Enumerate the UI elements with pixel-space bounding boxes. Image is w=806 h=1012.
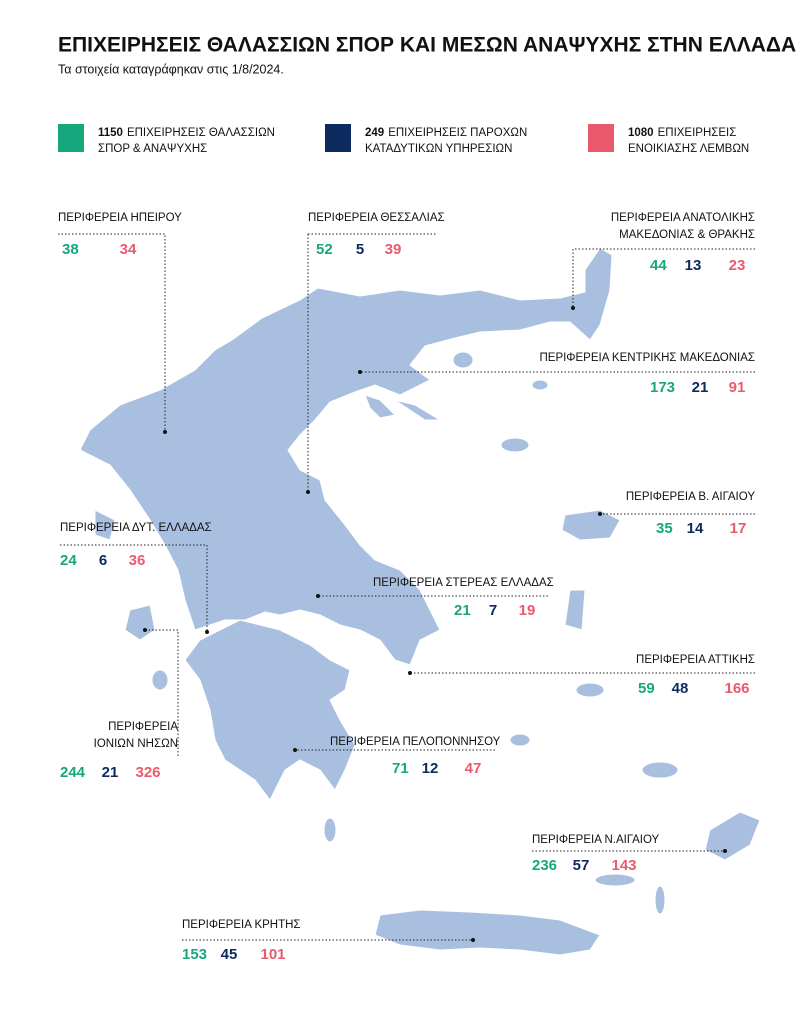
legend-text: 1150 ΕΠΙΧΕΙΡΗΣΕΙΣ ΘΑΛΑΣΣΙΩΝ bbox=[98, 127, 275, 139]
subtitle: Τα στοιχεία καταγράφηκαν στις 1/8/2024. bbox=[58, 62, 284, 76]
region-dot bbox=[358, 370, 362, 374]
region-name: ΠΕΡΙΦΕΡΕΙΑ Ν.ΑΙΓΑΙΟΥ bbox=[532, 834, 660, 846]
region-value: 21 bbox=[454, 602, 471, 619]
region-dot bbox=[408, 671, 412, 675]
region-name: ΙΟΝΙΩΝ ΝΗΣΩΝ bbox=[94, 738, 178, 750]
region-value: 23 bbox=[729, 257, 746, 274]
legend-label: ΕΠΙΧΕΙΡΗΣΕΙΣ bbox=[658, 127, 737, 139]
region-value: 143 bbox=[611, 857, 636, 874]
region-name: ΠΕΡΙΦΕΡΕΙΑ bbox=[108, 721, 178, 733]
legend-swatch bbox=[588, 124, 614, 152]
region-value: 47 bbox=[465, 760, 482, 777]
region-value: 36 bbox=[129, 552, 146, 569]
region-value: 19 bbox=[519, 602, 536, 619]
leader-line bbox=[572, 248, 755, 308]
region-name: ΠΕΡΙΦΕΡΕΙΑ ΠΕΛΟΠΟΝΝΗΣΟΥ bbox=[330, 736, 501, 748]
region-value: 91 bbox=[729, 379, 746, 396]
region-dot bbox=[163, 430, 167, 434]
region-value: 35 bbox=[656, 520, 673, 537]
region-value: 24 bbox=[60, 552, 77, 569]
legend-label: ΕΝΟΙΚΙΑΣΗΣ ΛΕΜΒΩΝ bbox=[628, 143, 749, 155]
region-value: 12 bbox=[422, 760, 439, 777]
region-dot bbox=[306, 490, 310, 494]
legend-count: 249 bbox=[365, 127, 384, 139]
legend-text: 1080 ΕΠΙΧΕΙΡΗΣΕΙΣ bbox=[628, 127, 736, 139]
region-value: 39 bbox=[385, 241, 402, 258]
region-value: 236 bbox=[532, 857, 557, 874]
region-value: 48 bbox=[672, 680, 689, 697]
region-value: 5 bbox=[356, 241, 364, 258]
region-dot bbox=[205, 630, 209, 634]
region-value: 71 bbox=[392, 760, 409, 777]
region-value: 52 bbox=[316, 241, 333, 258]
region-dot bbox=[471, 938, 475, 942]
legend-count: 1150 bbox=[98, 127, 123, 139]
legend-label: ΕΠΙΧΕΙΡΗΣΕΙΣ ΠΑΡΟΧΩΝ bbox=[388, 127, 527, 139]
region-name: ΠΕΡΙΦΕΡΕΙΑ ΑΤΤΙΚΗΣ bbox=[636, 654, 755, 666]
region-name: ΠΕΡΙΦΕΡΕΙΑ Β. ΑΙΓΑΙΟΥ bbox=[626, 491, 755, 503]
region-dot bbox=[723, 849, 727, 853]
map bbox=[79, 247, 761, 956]
region-name: ΠΕΡΙΦΕΡΕΙΑ ΚΡΗΤΗΣ bbox=[182, 919, 301, 931]
leader-line bbox=[58, 233, 166, 432]
region-value: 153 bbox=[182, 946, 207, 963]
region-value: 59 bbox=[638, 680, 655, 697]
region-value: 21 bbox=[692, 379, 709, 396]
region-dot bbox=[293, 748, 297, 752]
leader-line bbox=[60, 544, 208, 632]
legend-count: 1080 bbox=[628, 127, 654, 139]
region-value: 57 bbox=[573, 857, 590, 874]
leader-line bbox=[307, 233, 437, 492]
region-value: 34 bbox=[120, 241, 137, 258]
legend-swatch bbox=[325, 124, 351, 152]
region-name: ΜΑΚΕΔΟΝΙΑΣ & ΘΡΑΚΗΣ bbox=[619, 229, 755, 241]
region-name: ΠΕΡΙΦΕΡΕΙΑ ΑΝΑΤΟΛΙΚΗΣ bbox=[611, 212, 755, 224]
region-dot bbox=[316, 594, 320, 598]
region-value: 38 bbox=[62, 241, 79, 258]
region-value: 173 bbox=[650, 379, 675, 396]
region-value: 45 bbox=[221, 946, 238, 963]
legend-label: ΕΠΙΧΕΙΡΗΣΕΙΣ ΘΑΛΑΣΣΙΩΝ bbox=[127, 127, 275, 139]
title: ΕΠΙΧΕΙΡΗΣΕΙΣ ΘΑΛΑΣΣΙΩΝ ΣΠΟΡ ΚΑΙ ΜΕΣΩΝ ΑΝ… bbox=[58, 34, 796, 57]
region-name: ΠΕΡΙΦΕΡΕΙΑ ΚΕΝΤΡΙΚΗΣ ΜΑΚΕΔΟΝΙΑΣ bbox=[539, 352, 755, 364]
region-dot bbox=[143, 628, 147, 632]
region-value: 17 bbox=[730, 520, 747, 537]
region-name: ΠΕΡΙΦΕΡΕΙΑ ΗΠΕΙΡΟΥ bbox=[58, 212, 182, 224]
region-value: 326 bbox=[135, 764, 160, 781]
region-value: 166 bbox=[724, 680, 749, 697]
legend-text: 249 ΕΠΙΧΕΙΡΗΣΕΙΣ ΠΑΡΟΧΩΝ bbox=[365, 127, 527, 139]
region-value: 21 bbox=[102, 764, 119, 781]
region-name: ΠΕΡΙΦΕΡΕΙΑ ΔΥΤ. ΕΛΛΑΔΑΣ bbox=[60, 522, 212, 534]
region-value: 44 bbox=[650, 257, 667, 274]
region-value: 101 bbox=[260, 946, 285, 963]
region-value: 14 bbox=[687, 520, 704, 537]
region-value: 13 bbox=[685, 257, 702, 274]
legend-swatch bbox=[58, 124, 84, 152]
region-value: 7 bbox=[489, 602, 497, 619]
region-dot bbox=[571, 306, 575, 310]
leader-line bbox=[145, 629, 179, 756]
legend-label: ΚΑΤΑΔΥΤΙΚΩΝ ΥΠΗΡΕΣΙΩΝ bbox=[365, 143, 512, 155]
region-name: ΠΕΡΙΦΕΡΕΙΑ ΘΕΣΣΑΛΙΑΣ bbox=[308, 212, 445, 224]
region-name: ΠΕΡΙΦΕΡΕΙΑ ΣΤΕΡΕΑΣ ΕΛΛΑΔΑΣ bbox=[373, 577, 554, 589]
region-dot bbox=[598, 512, 602, 516]
region-value: 6 bbox=[99, 552, 107, 569]
legend-label: ΣΠΟΡ & ΑΝΑΨΥΧΗΣ bbox=[98, 143, 207, 155]
region-value: 244 bbox=[60, 764, 86, 781]
